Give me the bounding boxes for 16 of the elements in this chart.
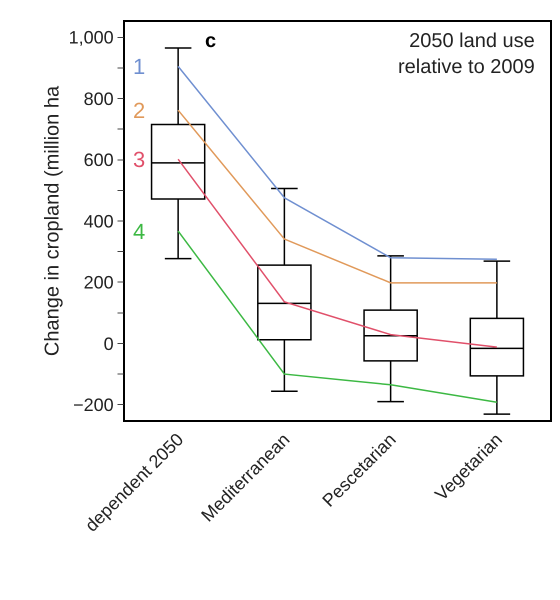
y-tick-label: −200 <box>73 394 114 415</box>
y-tick-label: 600 <box>84 150 114 170</box>
chart-title: c <box>205 30 216 52</box>
y-axis-title: Change in cropland (million ha <box>42 85 64 356</box>
y-tick-label: 200 <box>84 272 114 293</box>
y-tick-label: 400 <box>84 211 114 232</box>
y-tick-label: 0 <box>104 334 114 354</box>
line-series <box>177 158 498 348</box>
series-label: 3 <box>133 147 146 172</box>
series-label: 4 <box>133 219 146 244</box>
y-tick-label: 1,000 <box>68 28 114 48</box>
y-tick-label: 800 <box>84 88 114 109</box>
line-series <box>177 230 498 403</box>
series-label: 1 <box>133 54 146 79</box>
series-label: 2 <box>133 98 146 123</box>
annotation: 2050 land use relative to 2009 <box>398 30 535 78</box>
